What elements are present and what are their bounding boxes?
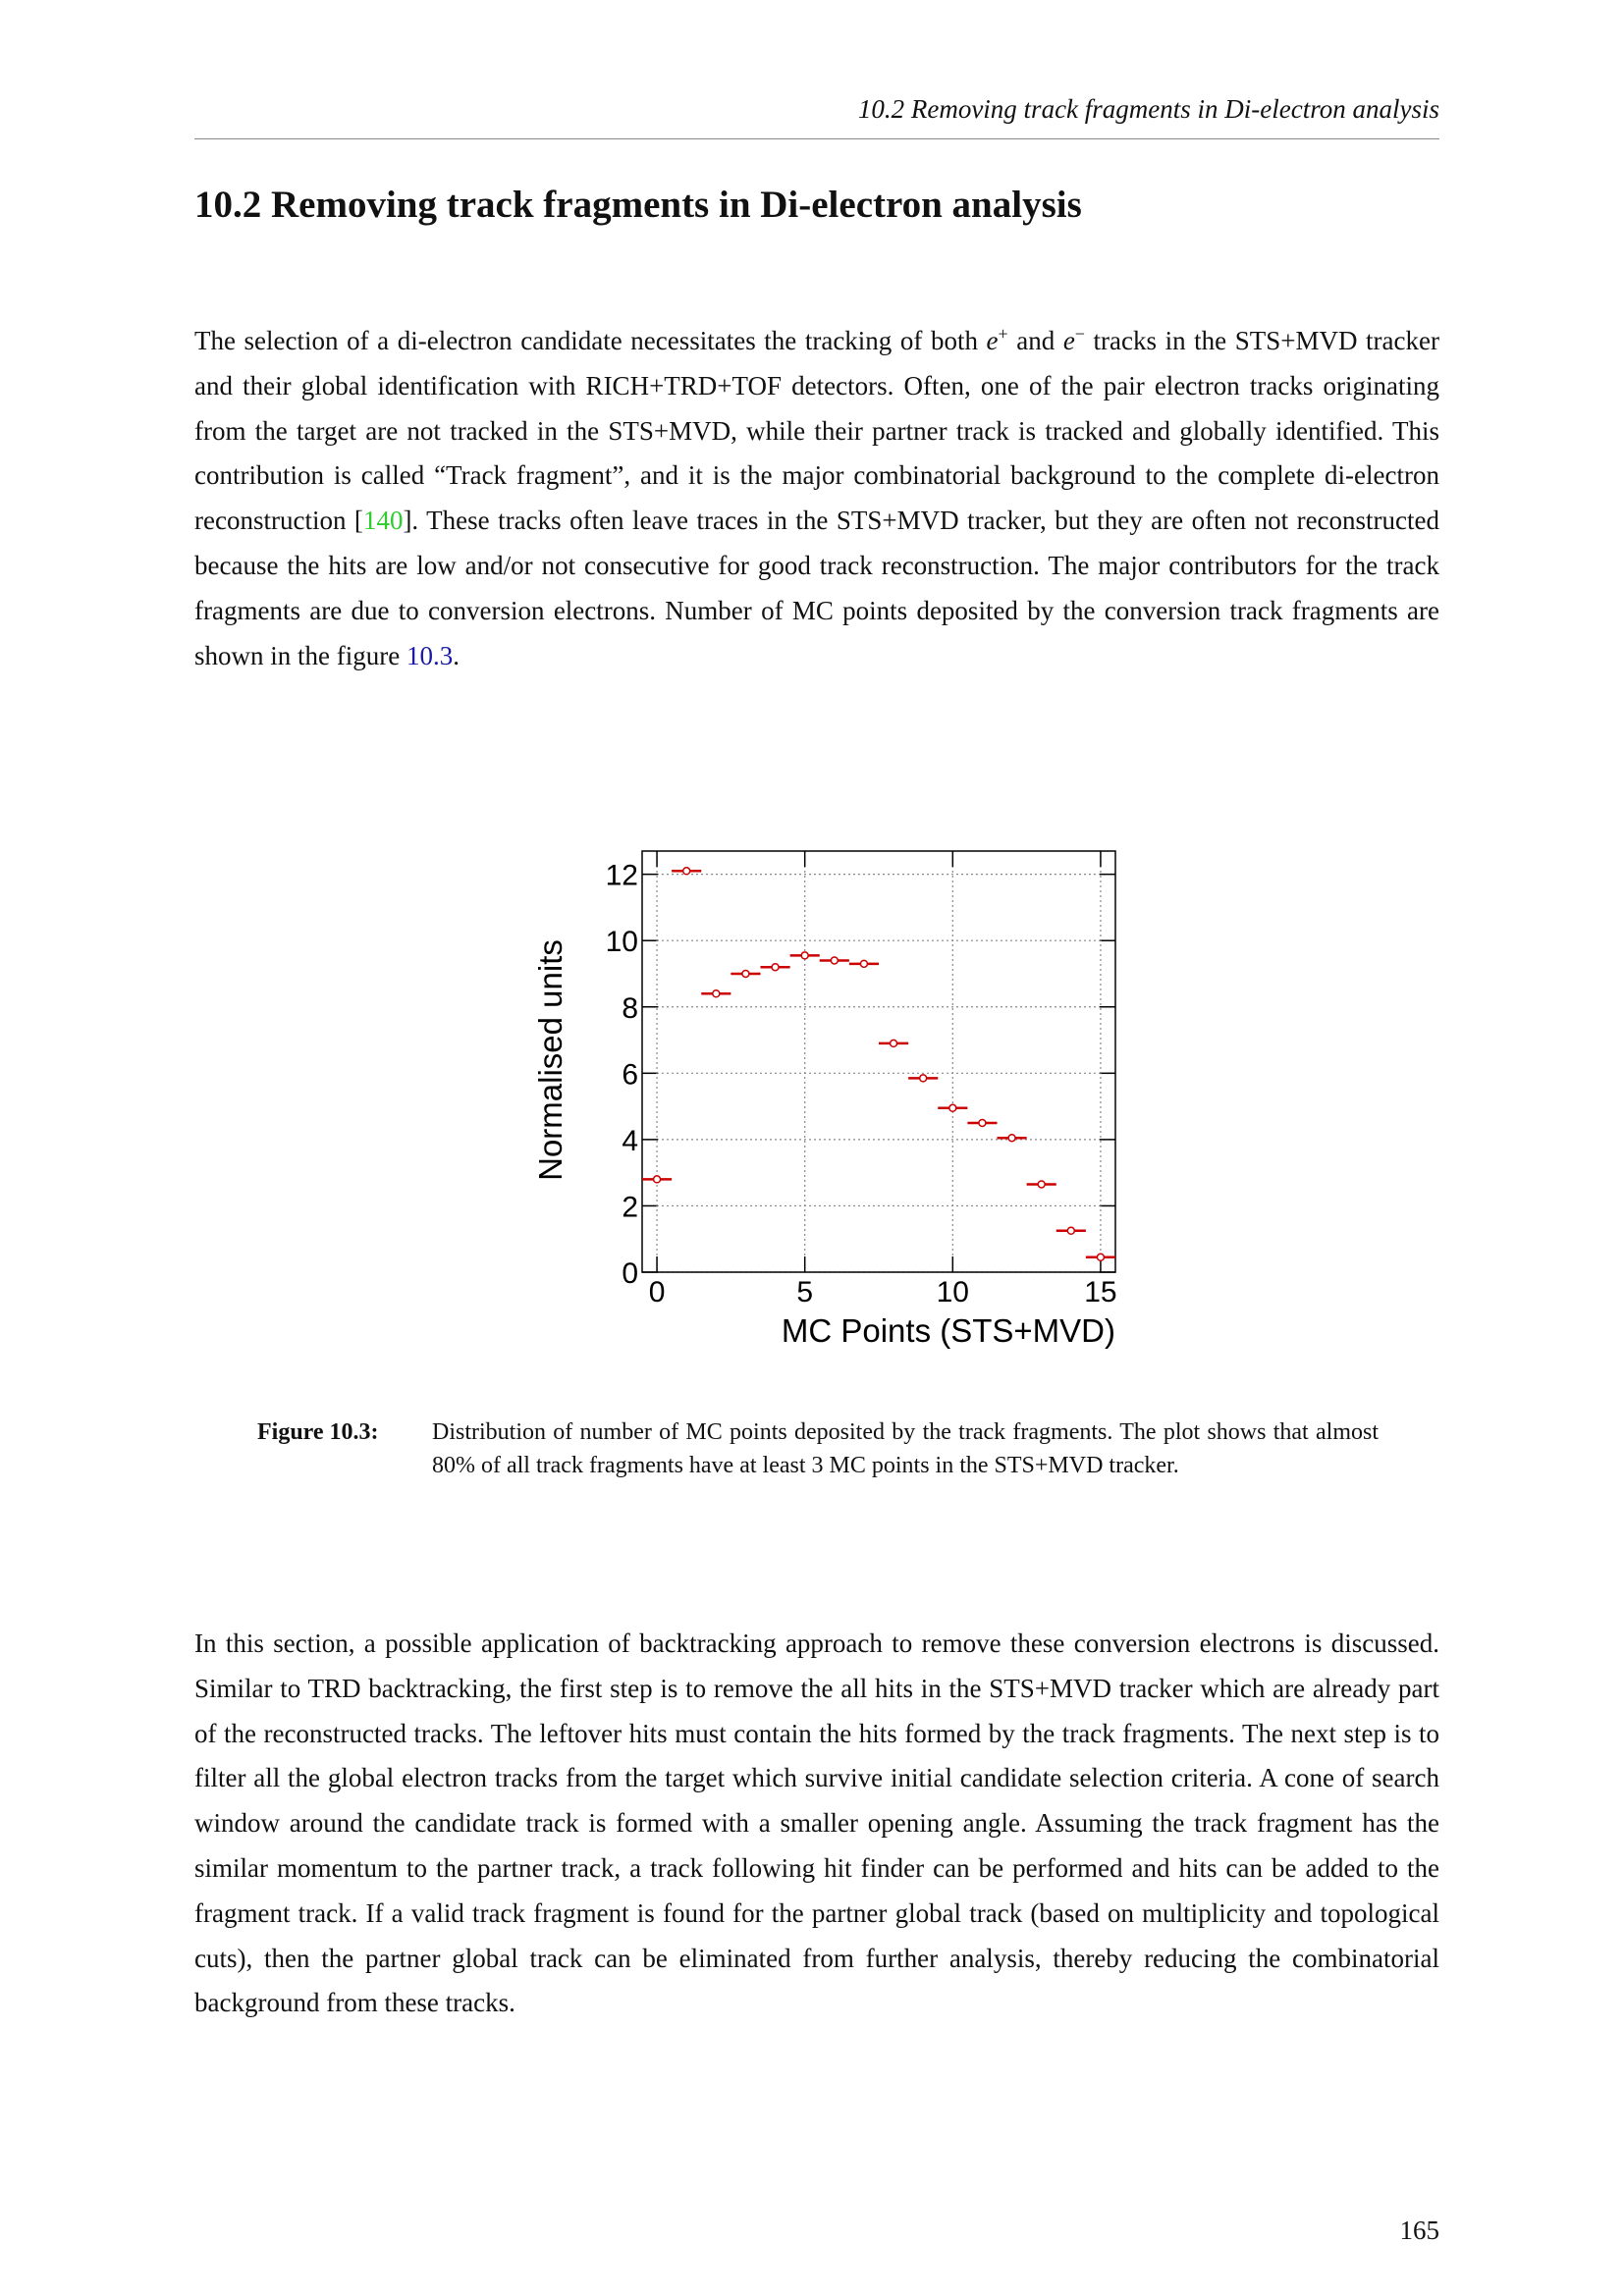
data-point bbox=[1066, 1226, 1076, 1236]
data-point bbox=[948, 1103, 957, 1113]
chart: Normalised units MC Points (STS+MVD) 0 2 4… bbox=[532, 850, 1117, 1349]
text: and bbox=[1007, 326, 1063, 355]
data-point bbox=[771, 962, 780, 972]
y-tick-label: 8 bbox=[622, 992, 638, 1025]
figure-caption: Figure 10.3: Distribution of number of MC… bbox=[257, 1415, 1379, 1482]
text: The selection of a di-electron candidate… bbox=[194, 326, 987, 355]
data-point bbox=[800, 951, 809, 960]
math: − bbox=[1074, 324, 1085, 344]
caption-label: Figure 10.3: bbox=[257, 1419, 379, 1445]
x-tick-label: 5 bbox=[796, 1276, 813, 1308]
x-tick-label: 15 bbox=[1084, 1276, 1116, 1308]
citation[interactable]: 140 bbox=[362, 506, 404, 536]
x-tick-label: 0 bbox=[649, 1276, 666, 1308]
y-tick-label: 10 bbox=[606, 926, 638, 958]
text: ]. These tracks often leave traces in th… bbox=[194, 506, 1440, 670]
data-point bbox=[889, 1039, 898, 1048]
caption-text: Distribution of number of MC points depo… bbox=[432, 1419, 1379, 1478]
data-point bbox=[652, 1175, 662, 1184]
math: + bbox=[998, 324, 1008, 344]
data-point bbox=[1096, 1253, 1106, 1262]
text: In this section, a possible application … bbox=[194, 1629, 1439, 2018]
y-tick-label: 0 bbox=[622, 1257, 638, 1290]
page-number: 165 bbox=[1399, 2216, 1440, 2245]
paragraph: The selection of a di-electron candidate… bbox=[194, 312, 1439, 678]
math: e bbox=[1062, 326, 1075, 355]
data-point bbox=[712, 989, 721, 998]
text: tracks in the STS+MVD tracker and their … bbox=[194, 326, 1439, 536]
section-title: 10.2 Removing track fragments in Di-elec… bbox=[194, 184, 1082, 226]
y-tick-label: 6 bbox=[622, 1058, 638, 1091]
running-header: 10.2 Removing track fragments in Di-elec… bbox=[857, 94, 1439, 124]
y-tick-label: 4 bbox=[622, 1125, 638, 1157]
math: e bbox=[986, 326, 999, 355]
data-point bbox=[978, 1118, 987, 1128]
paragraph: In this section, a possible application … bbox=[194, 1622, 1439, 2026]
data-point bbox=[681, 867, 691, 876]
data-point bbox=[918, 1074, 928, 1083]
data-point bbox=[1037, 1180, 1046, 1189]
data-point bbox=[741, 969, 750, 979]
y-tick-label: 2 bbox=[622, 1191, 638, 1223]
data-point bbox=[859, 959, 869, 969]
plot-frame bbox=[641, 850, 1116, 1273]
x-axis-title: MC Points (STS+MVD) bbox=[782, 1312, 1115, 1349]
text: . bbox=[453, 640, 460, 670]
y-axis-title: Normalised units bbox=[532, 939, 568, 1181]
x-tick-label: 10 bbox=[937, 1276, 969, 1308]
figure-ref[interactable]: 10.3 bbox=[406, 640, 454, 670]
data-point bbox=[1007, 1133, 1016, 1143]
header-rule bbox=[194, 138, 1439, 139]
y-tick-label: 12 bbox=[606, 860, 638, 892]
data-point bbox=[830, 956, 839, 965]
